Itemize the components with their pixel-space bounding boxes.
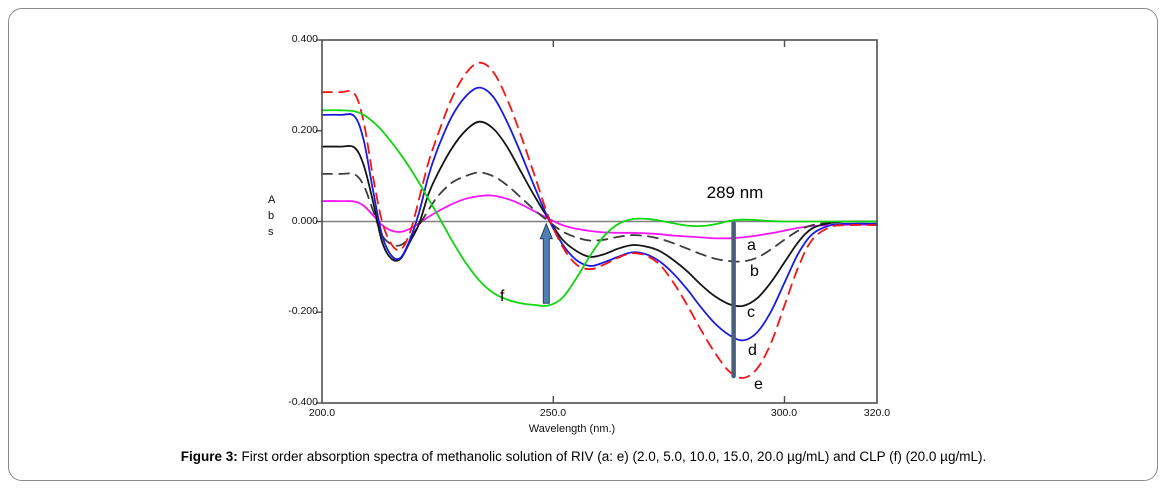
spectrum-curve-f <box>321 109 878 307</box>
curve-label-e: e <box>754 376 763 393</box>
figure-caption-number: Figure 3: <box>180 449 238 464</box>
spectrum-curve-a <box>321 194 878 240</box>
spectrum-curve-b <box>321 171 878 263</box>
tick-marks <box>316 39 786 404</box>
up-arrow-250nm <box>539 222 554 304</box>
curve-label-a: a <box>747 237 756 254</box>
spectrum-curve-e <box>321 61 878 379</box>
curve-label-c: c <box>747 304 755 321</box>
spectrum-curve-d <box>321 86 878 342</box>
y-axis-title: A b s <box>268 194 276 238</box>
xtick-label-250: 250.0 <box>539 407 567 419</box>
xtick-label-200: 200.0 <box>308 407 336 419</box>
annotations-group <box>539 221 736 379</box>
x-axis-title: Wavelength (nm.) <box>528 423 616 435</box>
curve-label-d: d <box>748 342 757 359</box>
peak-wavelength-label: 289 nm <box>706 183 764 202</box>
figure-caption: Figure 3: First order absorption spectra… <box>0 449 1167 464</box>
curves-group <box>321 61 878 379</box>
ytick-label-0400: 0.400 <box>291 33 318 45</box>
ytick-label-0200: 0.200 <box>291 124 318 136</box>
ytick-label-n0200: -0.200 <box>288 305 318 317</box>
curve-label-f: f <box>500 288 505 305</box>
ytick-label-0000: 0.000 <box>291 215 318 227</box>
figure-caption-text: First order absorption spectra of methan… <box>241 449 987 464</box>
xtick-label-320: 320.0 <box>863 407 891 419</box>
curve-label-b: b <box>750 263 759 280</box>
spectrum-curve-c <box>321 120 878 308</box>
figure-frame <box>8 8 1158 481</box>
ytick-label-n0400: -0.400 <box>288 396 318 408</box>
xtick-label-300: 300.0 <box>770 407 798 419</box>
